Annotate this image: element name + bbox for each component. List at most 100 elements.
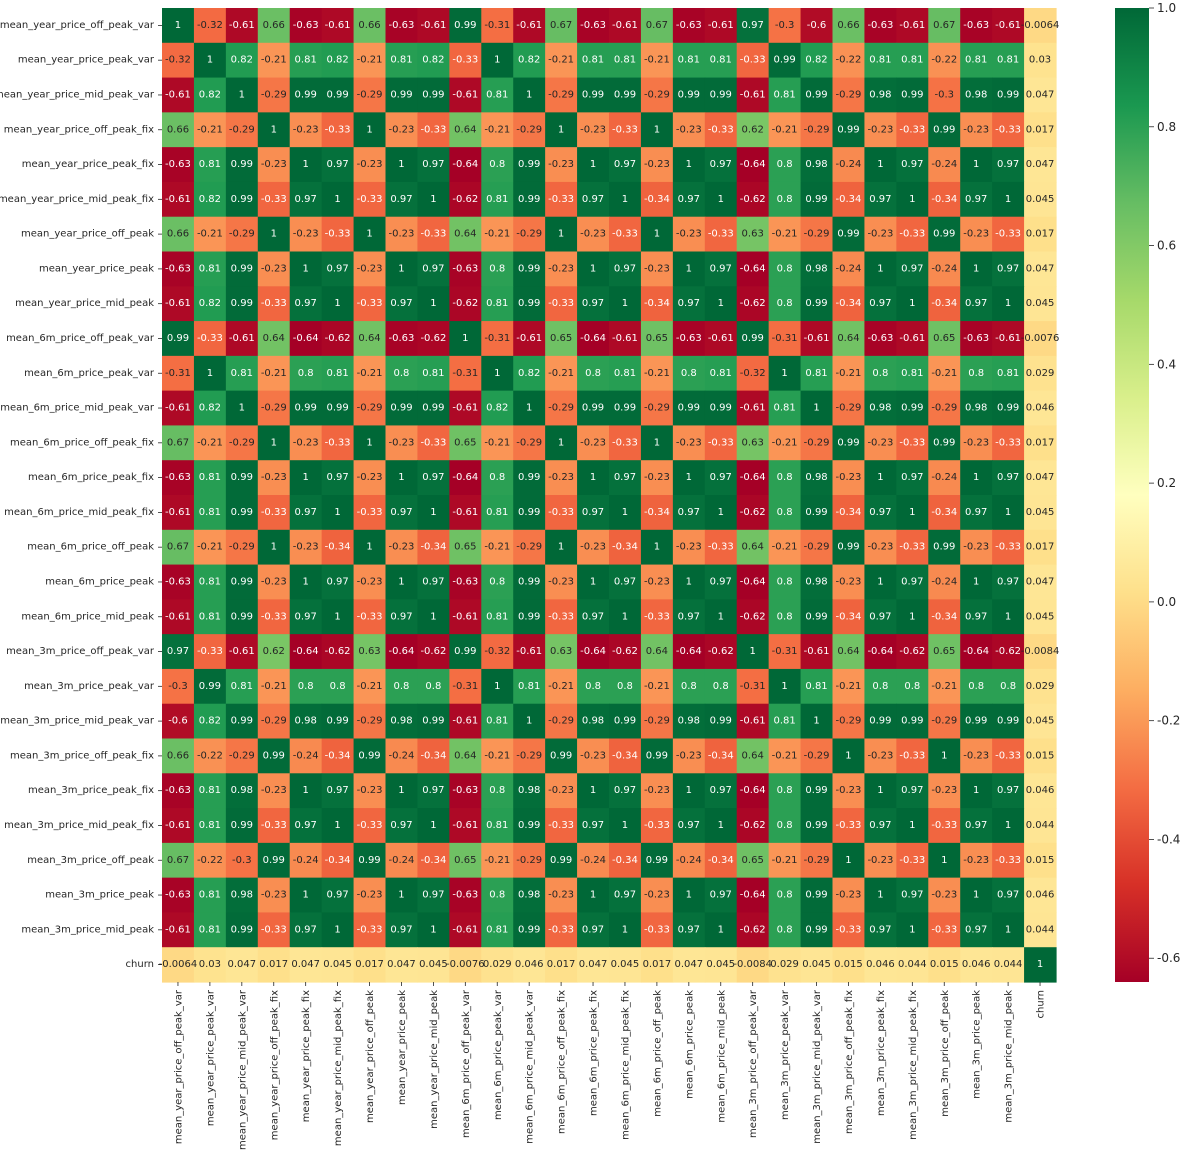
cell-value-label: 0.99 [710,403,732,414]
heatmap-cell [481,321,514,357]
heatmap-cell [193,912,227,948]
cell-value-label: 0.99 [933,124,955,135]
heatmap-cell [385,738,419,774]
heatmap-cell [321,634,355,670]
cell-value-label: -0.23 [644,159,670,170]
heatmap-cell [736,599,770,635]
heatmap-cell [800,147,834,183]
heatmap-cell [321,286,355,322]
cell-value-label: 0.65 [454,855,476,866]
heatmap-cell [609,842,642,879]
cell-value-label: 0.99 [454,646,476,657]
cell-value-label: -0.21 [772,124,798,135]
cell-value-label: -0.61 [612,20,638,31]
y-tick-label: mean_6m_price_peak_var [24,368,155,379]
cell-value-label: 0.81 [486,194,508,205]
cell-value-label: -0.3 [934,89,954,100]
heatmap-cell [768,529,802,566]
heatmap-cell [768,42,802,79]
cell-value-label: 0.82 [231,55,253,66]
heatmap-cell [832,251,866,287]
cell-value-label: 0.017 [547,959,576,970]
heatmap-cell [960,495,993,531]
heatmap-cell [928,321,961,357]
heatmap-cell [832,77,866,113]
heatmap-cell [225,390,259,427]
heatmap-cell [896,286,929,322]
cell-value-label: -0.62 [612,646,638,657]
heatmap-cell [385,355,419,392]
heatmap-cell [800,738,834,774]
heatmap-cell [449,181,482,218]
cell-value-label: 1 [590,263,596,274]
cell-value-label: 0.8 [777,298,793,309]
heatmap-cell [928,147,961,183]
heatmap-cell [449,912,482,948]
heatmap-cell [640,808,674,844]
heatmap-cell [960,112,993,148]
cell-value-label: -0.63 [293,20,319,31]
heatmap-cell [353,251,387,287]
heatmap-cell [289,495,323,531]
heatmap-cell [1024,8,1057,44]
cell-value-label: 0.97 [997,890,1019,901]
heatmap-cell [736,8,770,44]
cell-value-label: 1 [781,681,787,692]
heatmap-cell [289,181,323,218]
cell-value-label: 0.97 [614,576,636,587]
cell-value-label: 1 [622,298,628,309]
cell-value-label: -0.29 [229,542,255,553]
heatmap-cell [481,842,514,879]
heatmap-cell [513,460,546,496]
heatmap-cell [162,668,195,705]
heatmap-cell [864,564,897,600]
cell-value-label: -0.24 [580,855,606,866]
heatmap-cell [289,668,323,705]
cell-value-label: -0.64 [293,333,319,344]
heatmap-cell [736,947,770,983]
heatmap-cell [609,147,642,183]
cell-value-label: 0.81 [710,55,732,66]
heatmap-cell [481,912,514,948]
cell-value-label: 0.8 [489,159,505,170]
cell-value-label: -0.62 [740,611,766,622]
heatmap-cell [162,564,195,600]
heatmap-cell [353,42,387,79]
y-tick-label: mean_year_price_off_peak [21,229,154,240]
heatmap-cell [385,460,419,496]
heatmap-cell [768,634,802,670]
cell-value-label: 1 [590,472,596,483]
cell-value-label: 0.97 [997,785,1019,796]
heatmap-cell [864,321,897,357]
cell-value-label: 0.81 [901,368,923,379]
heatmap-cell [960,321,993,357]
heatmap-cell [704,390,738,427]
y-tick-label: mean_3m_price_mid_peak_var [0,716,155,727]
heatmap-cell [162,77,195,113]
heatmap-cell [768,286,802,322]
heatmap-cell [481,599,514,635]
cell-value-label: -0.24 [836,263,862,274]
heatmap-cell [225,77,259,113]
heatmap-cell [768,112,802,148]
cell-value-label: -0.23 [357,263,383,274]
heatmap-cell [162,355,195,392]
heatmap-cell [864,529,897,566]
heatmap-cell [640,147,674,183]
cell-value-label: 0.047 [227,959,256,970]
heatmap-cell [353,321,387,357]
cell-value-label: -0.33 [995,855,1021,866]
cell-value-label: -0.62 [740,820,766,831]
heatmap-cell [800,599,834,635]
cell-value-label: -0.6 [807,20,827,31]
cell-value-label: -0.23 [931,890,957,901]
cell-value-label: 1 [686,263,692,274]
cell-value-label: 1 [941,855,947,866]
heatmap-cell [768,564,802,600]
heatmap-cell [1024,355,1057,392]
heatmap-cell [832,912,866,948]
cell-value-label: 0.67 [933,20,955,31]
heatmap-cell [768,495,802,531]
heatmap-cell [736,877,770,914]
cell-value-label: -0.61 [165,924,191,935]
